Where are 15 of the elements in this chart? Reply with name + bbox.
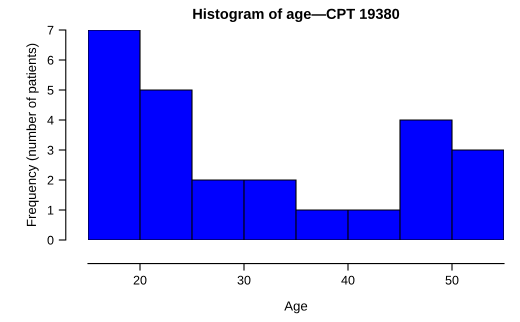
y-tick-label: 3 xyxy=(48,146,54,155)
y-tick-label: 4 xyxy=(47,116,54,125)
y-tick-label: 2 xyxy=(48,176,54,185)
y-tick-label: 7 xyxy=(48,26,54,35)
x-tick-label: 20 xyxy=(134,276,146,285)
y-tick-label: 0 xyxy=(48,236,54,245)
y-tick-label: 5 xyxy=(48,86,54,95)
y-tick-label: 6 xyxy=(48,56,54,65)
x-axis-title: Age xyxy=(284,301,308,314)
y-tick-label: 1 xyxy=(48,206,54,215)
x-tick-label: 30 xyxy=(238,276,250,285)
y-axis-title: Frequency (number of patients) xyxy=(26,44,39,226)
chart-title: Histogram of age—CPT 19380 xyxy=(193,8,400,22)
x-tick-label: 40 xyxy=(341,276,354,285)
x-tick-label: 50 xyxy=(446,276,458,285)
